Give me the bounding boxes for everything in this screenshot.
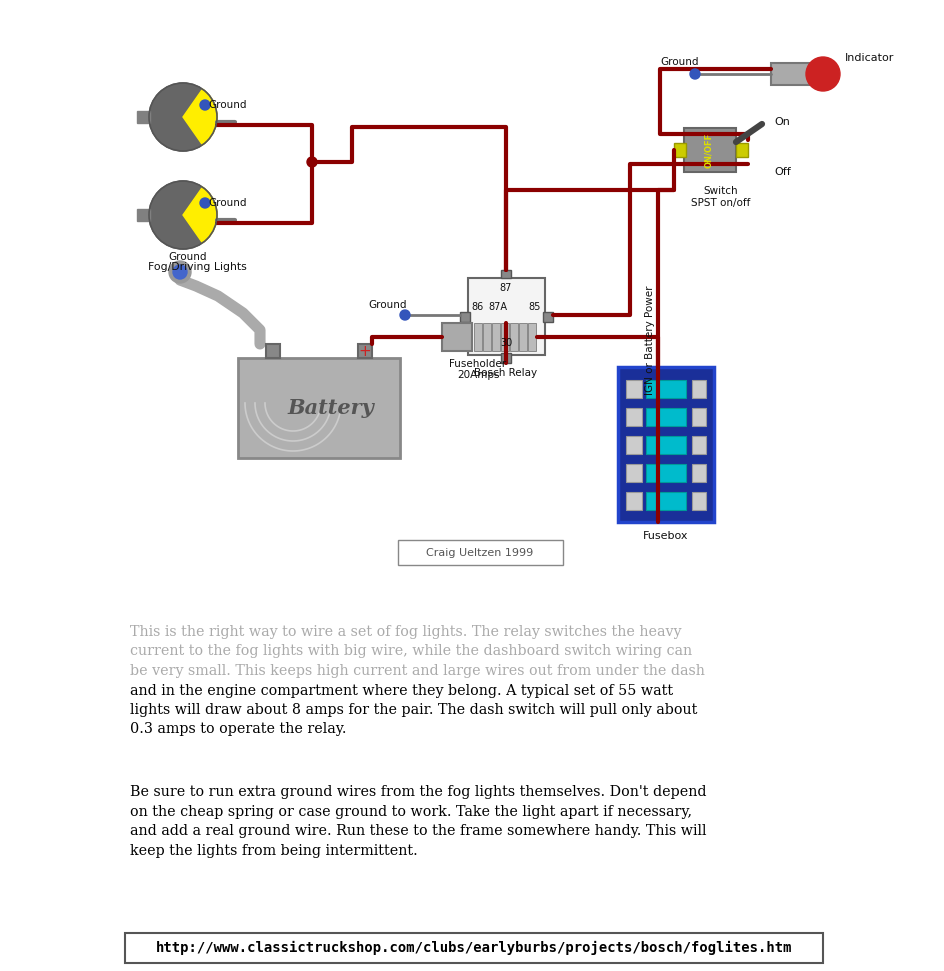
Bar <box>442 323 471 351</box>
Bar <box>500 353 511 363</box>
Text: current to the fog lights with big wire, while the dashboard switch wiring can: current to the fog lights with big wire,… <box>130 645 691 658</box>
Text: 30: 30 <box>499 338 512 348</box>
Bar <box>625 408 641 426</box>
Bar <box>474 323 481 351</box>
Bar <box>646 436 685 454</box>
Polygon shape <box>183 187 217 243</box>
Text: Ground: Ground <box>659 57 698 67</box>
Text: Be sure to run extra ground wires from the fog lights themselves. Don't depend: Be sure to run extra ground wires from t… <box>130 785 706 799</box>
Bar <box>482 323 491 351</box>
Bar <box>691 408 705 426</box>
Text: SPST on/off: SPST on/off <box>691 198 750 208</box>
Text: Craig Ueltzen 1999: Craig Ueltzen 1999 <box>426 548 533 558</box>
Circle shape <box>200 100 210 110</box>
Bar <box>137 111 150 123</box>
Text: Ground: Ground <box>168 252 207 262</box>
Text: ON/OFF: ON/OFF <box>704 132 713 168</box>
Text: +: + <box>358 344 371 358</box>
Bar <box>691 380 705 398</box>
Bar <box>735 143 748 157</box>
Text: http://www.classictruckshop.com/clubs/earlyburbs/projects/bosch/foglites.htm: http://www.classictruckshop.com/clubs/ea… <box>156 941 791 955</box>
Text: Fusebox: Fusebox <box>643 531 688 541</box>
Bar <box>358 344 372 358</box>
Circle shape <box>689 69 700 79</box>
Bar <box>528 323 535 351</box>
Circle shape <box>173 265 187 279</box>
Bar <box>397 540 563 565</box>
Bar <box>673 143 685 157</box>
Text: On: On <box>773 117 789 127</box>
Text: Off: Off <box>773 167 790 177</box>
Text: on the cheap spring or case ground to work. Take the light apart if necessary,: on the cheap spring or case ground to wo… <box>130 805 691 819</box>
Bar <box>625 380 641 398</box>
Bar <box>625 436 641 454</box>
Bar <box>265 344 279 358</box>
Circle shape <box>307 157 316 167</box>
Text: Battery: Battery <box>287 398 374 418</box>
Text: Ground: Ground <box>208 100 246 110</box>
Text: This is the right way to wire a set of fog lights. The relay switches the heavy: This is the right way to wire a set of f… <box>130 625 681 639</box>
Text: lights will draw about 8 amps for the pair. The dash switch will pull only about: lights will draw about 8 amps for the pa… <box>130 703 697 717</box>
Bar <box>691 464 705 482</box>
Bar <box>518 323 527 351</box>
Text: Ground: Ground <box>367 300 406 310</box>
Text: Switch: Switch <box>703 186 737 196</box>
Text: 0.3 amps to operate the relay.: 0.3 amps to operate the relay. <box>130 722 346 736</box>
Text: 20Amps: 20Amps <box>456 370 498 380</box>
Text: Bosch Relay: Bosch Relay <box>474 368 537 378</box>
Bar <box>467 278 545 355</box>
Text: 86: 86 <box>471 302 483 312</box>
Bar <box>125 933 822 963</box>
Bar <box>500 323 509 351</box>
Circle shape <box>805 57 839 91</box>
Circle shape <box>399 310 410 320</box>
Bar <box>691 492 705 510</box>
Text: be very small. This keeps high current and large wires out from under the dash: be very small. This keeps high current a… <box>130 664 704 678</box>
Bar <box>460 312 469 322</box>
Text: IGN or Battery Power: IGN or Battery Power <box>645 285 654 395</box>
Bar <box>646 464 685 482</box>
Bar <box>646 380 685 398</box>
Bar <box>543 312 552 322</box>
Bar <box>770 63 808 85</box>
Text: 87A: 87A <box>488 302 507 312</box>
Circle shape <box>149 181 217 249</box>
Bar <box>625 492 641 510</box>
Bar <box>646 408 685 426</box>
Text: 87: 87 <box>499 283 512 293</box>
Bar <box>510 323 517 351</box>
Bar <box>683 128 735 172</box>
Text: and add a real ground wire. Run these to the frame somewhere handy. This will: and add a real ground wire. Run these to… <box>130 824 706 838</box>
Text: Fuseholder: Fuseholder <box>449 359 506 369</box>
Text: Indicator: Indicator <box>844 53 893 63</box>
Bar <box>646 492 685 510</box>
Circle shape <box>149 83 217 151</box>
Bar <box>500 270 511 278</box>
Text: and in the engine compartment where they belong. A typical set of 55 watt: and in the engine compartment where they… <box>130 684 672 697</box>
Circle shape <box>200 198 210 208</box>
Bar <box>492 323 499 351</box>
Polygon shape <box>183 89 217 145</box>
Bar <box>137 209 150 221</box>
Bar <box>691 436 705 454</box>
Text: keep the lights from being intermittent.: keep the lights from being intermittent. <box>130 844 417 857</box>
Text: Ground: Ground <box>208 198 246 208</box>
Bar <box>238 358 399 458</box>
Circle shape <box>169 261 191 283</box>
Text: Fog/Driving Lights: Fog/Driving Lights <box>148 262 246 272</box>
Bar <box>617 367 714 522</box>
Text: 85: 85 <box>529 302 541 312</box>
Bar <box>625 464 641 482</box>
